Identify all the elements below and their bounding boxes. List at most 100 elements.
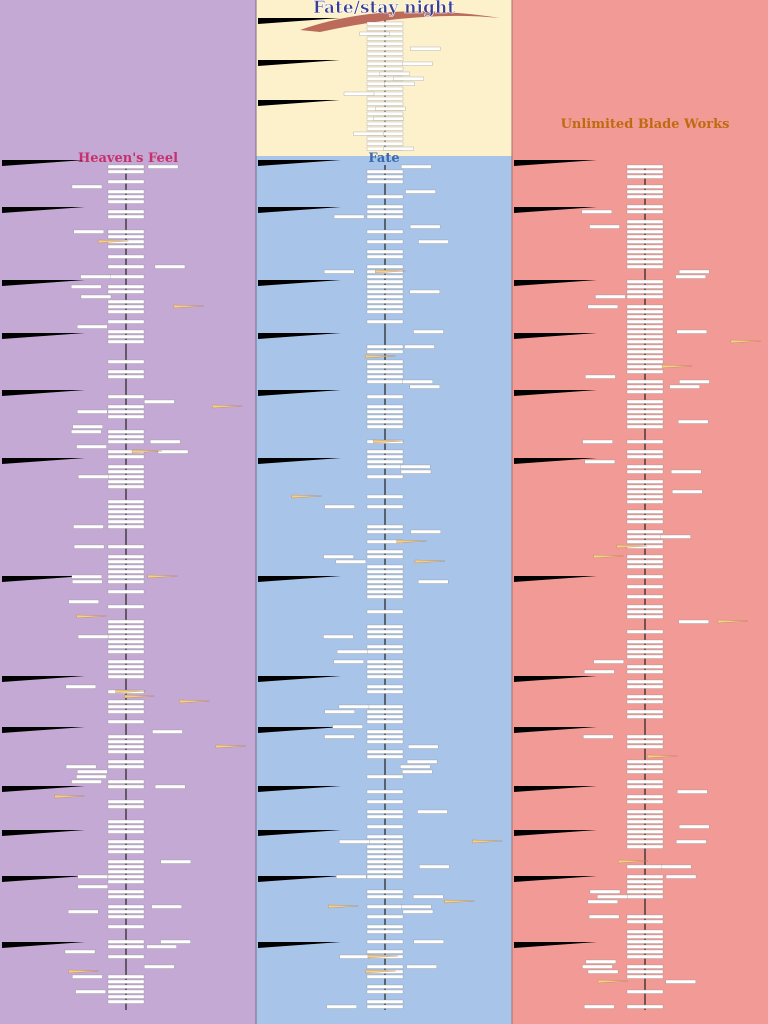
bad-end <box>147 574 178 579</box>
node <box>366 304 404 309</box>
node <box>626 219 664 224</box>
node <box>107 179 145 184</box>
node <box>626 919 664 924</box>
node <box>107 409 145 414</box>
node <box>366 644 404 649</box>
node <box>626 784 664 789</box>
node <box>107 909 145 914</box>
node <box>366 141 404 146</box>
node <box>366 194 404 199</box>
node <box>336 649 368 654</box>
node <box>626 989 664 994</box>
node <box>413 329 444 334</box>
bad-end <box>124 694 155 699</box>
node <box>107 319 145 324</box>
node <box>626 174 664 179</box>
node <box>419 864 450 869</box>
node <box>107 359 145 364</box>
node <box>626 244 664 249</box>
bad-end <box>54 794 85 799</box>
node <box>366 579 404 584</box>
day-marker <box>2 333 85 339</box>
node <box>80 294 112 299</box>
day-marker <box>2 390 85 396</box>
node <box>107 984 145 989</box>
node <box>107 554 145 559</box>
day-marker <box>514 676 597 682</box>
node <box>402 909 434 914</box>
node <box>366 529 404 534</box>
node <box>671 469 702 474</box>
node <box>366 964 404 969</box>
day-marker <box>258 160 341 166</box>
node <box>626 259 664 264</box>
node <box>678 619 709 624</box>
node <box>366 554 404 559</box>
node <box>107 299 145 304</box>
node <box>366 419 404 424</box>
node <box>324 504 355 509</box>
node <box>589 889 621 894</box>
node <box>64 949 96 954</box>
node <box>107 889 145 894</box>
node <box>366 809 404 814</box>
node <box>366 284 404 289</box>
node <box>107 339 145 344</box>
node <box>626 694 664 699</box>
node <box>626 669 664 674</box>
node <box>626 574 664 579</box>
node <box>366 299 404 304</box>
node <box>402 769 433 774</box>
bad-end <box>730 339 761 344</box>
node <box>107 394 145 399</box>
node <box>366 839 404 844</box>
node <box>71 574 102 579</box>
node <box>626 654 664 659</box>
node <box>366 689 404 694</box>
node <box>107 779 145 784</box>
node <box>366 319 404 324</box>
node <box>366 664 404 669</box>
node <box>107 189 145 194</box>
node <box>68 909 99 914</box>
node <box>366 309 404 314</box>
node <box>665 874 697 879</box>
node <box>366 369 404 374</box>
day-marker <box>514 207 597 213</box>
node <box>336 874 367 879</box>
node <box>626 699 664 704</box>
node <box>366 674 404 679</box>
node <box>107 194 145 199</box>
node <box>107 329 145 334</box>
bad-end <box>179 699 210 704</box>
node <box>107 864 145 869</box>
node <box>107 504 145 509</box>
node <box>366 169 404 174</box>
node <box>107 914 145 919</box>
node <box>676 839 707 844</box>
node <box>324 709 355 714</box>
node <box>107 439 145 444</box>
node <box>626 759 664 764</box>
node <box>675 274 706 279</box>
day-marker <box>2 786 85 792</box>
node <box>107 519 145 524</box>
node <box>366 999 404 1004</box>
node <box>107 874 145 879</box>
node <box>107 514 145 519</box>
node <box>410 529 441 534</box>
route-title: Fate <box>368 151 399 166</box>
node <box>366 834 404 839</box>
bad-end <box>215 744 246 749</box>
node <box>626 884 664 889</box>
node <box>65 684 97 689</box>
node <box>626 824 664 829</box>
node <box>107 824 145 829</box>
node <box>366 569 404 574</box>
node <box>584 1004 615 1009</box>
node <box>107 999 145 1004</box>
node <box>626 629 664 634</box>
node <box>366 549 404 554</box>
flow-nodes <box>2 18 761 1010</box>
